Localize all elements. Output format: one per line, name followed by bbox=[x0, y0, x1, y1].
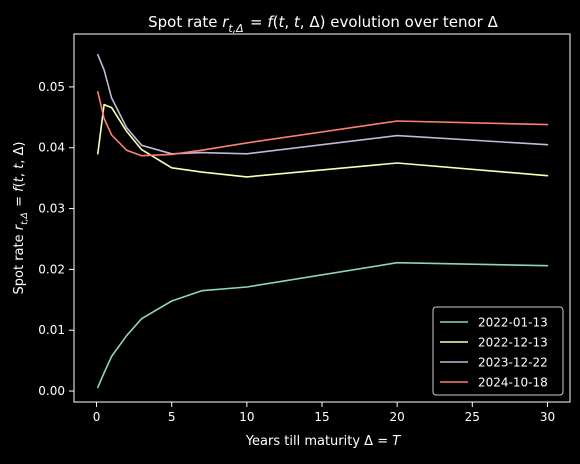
series-line-2023-12-22 bbox=[97, 53, 549, 155]
y-tick-label: 0.01 bbox=[38, 323, 65, 337]
legend-label: 2024-10-18 bbox=[478, 376, 548, 390]
x-axis-label: Years till maturity Δ = T bbox=[245, 434, 401, 449]
chart-title: Spot rate rt,Δ = f(t, t, Δ) evolution ov… bbox=[148, 13, 499, 35]
legend-label: 2022-01-13 bbox=[478, 316, 548, 330]
y-axis-label: Spot rate rt,Δ = f(t, t, Δ) bbox=[12, 142, 30, 295]
legend-items: 2022-01-13 2022-12-13 2023-12-22 2024-10-18 bbox=[440, 316, 548, 390]
series-line-2024-10-18 bbox=[97, 91, 549, 157]
x-tick-label: 10 bbox=[239, 410, 254, 424]
legend: 2022-01-13 2022-12-13 2023-12-22 2024-10-18 bbox=[432, 306, 564, 396]
y-tick-label: 0.04 bbox=[38, 141, 65, 155]
y-ticks: 0.00 0.01 0.02 0.03 0.04 0.05 bbox=[38, 80, 74, 398]
series-line-2022-01-13 bbox=[97, 261, 549, 389]
x-tick-label: 20 bbox=[390, 410, 405, 424]
y-tick-label: 0.05 bbox=[38, 80, 65, 94]
series-lines bbox=[97, 53, 549, 389]
legend-label: 2023-12-22 bbox=[478, 356, 548, 370]
x-tick-label: 30 bbox=[540, 410, 555, 424]
x-tick-label: 25 bbox=[465, 410, 480, 424]
legend-label: 2022-12-13 bbox=[478, 336, 548, 350]
x-ticks: 0 5 10 15 20 25 30 bbox=[93, 402, 555, 424]
y-tick-label: 0.00 bbox=[38, 384, 65, 398]
x-tick-label: 0 bbox=[93, 410, 101, 424]
legend-box bbox=[432, 306, 564, 396]
x-tick-label: 15 bbox=[314, 410, 329, 424]
y-tick-label: 0.02 bbox=[38, 262, 65, 276]
y-tick-label: 0.03 bbox=[38, 202, 65, 216]
x-tick-label: 5 bbox=[168, 410, 176, 424]
series-line-2022-12-13 bbox=[97, 103, 549, 178]
